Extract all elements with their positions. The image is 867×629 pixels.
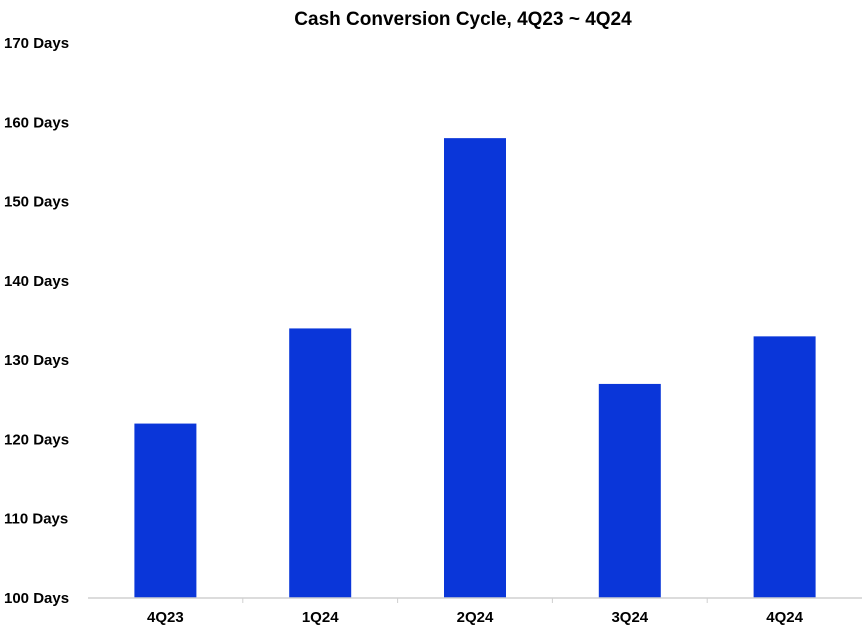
- y-tick-label: 170 Days: [4, 35, 69, 52]
- y-tick-label: 100 Days: [4, 590, 69, 607]
- bar-4q24: [753, 336, 816, 598]
- x-tick-label: 2Q24: [457, 609, 494, 626]
- y-tick-label: 150 Days: [4, 194, 69, 211]
- bar-2q24: [444, 138, 506, 598]
- bar-3q24: [598, 383, 661, 598]
- bar-1q24: [289, 328, 352, 598]
- y-tick-label: 160 Days: [4, 114, 69, 131]
- bars: [134, 138, 816, 598]
- x-tick-label: 4Q24: [766, 609, 803, 626]
- x-tick-label: 3Q24: [611, 609, 648, 626]
- y-tick-label: 110 Days: [4, 511, 68, 528]
- x-axis-tick-labels: 4Q23 1Q24 2Q24 3Q24 4Q24: [147, 598, 804, 626]
- y-tick-label: 140 Days: [4, 273, 69, 290]
- y-tick-label: 130 Days: [4, 352, 69, 369]
- y-tick-label: 120 Days: [4, 431, 69, 448]
- x-tick-label: 1Q24: [302, 609, 339, 626]
- bar-4q23: [134, 423, 197, 598]
- y-axis-tick-labels: 100 Days 110 Days 120 Days 130 Days 140 Days…: [4, 35, 69, 607]
- x-tick-label: 4Q23: [147, 609, 184, 626]
- chart-title: Cash Conversion Cycle, 4Q23 ~ 4Q24: [294, 9, 632, 30]
